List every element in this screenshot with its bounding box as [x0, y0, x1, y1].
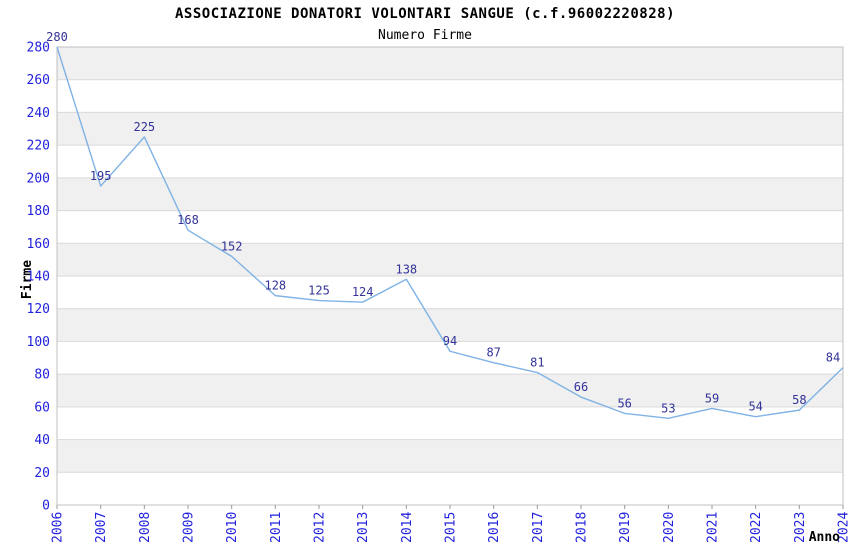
data-label: 138 [395, 262, 417, 276]
grid-band [57, 47, 843, 80]
x-axis-title: Anno [808, 530, 840, 545]
data-label: 195 [90, 169, 112, 183]
chart-title: ASSOCIAZIONE DONATORI VOLONTARI SANGUE (… [174, 6, 675, 22]
y-tick-label: 0 [42, 499, 50, 514]
y-tick-label: 60 [34, 400, 50, 415]
x-tick-label: 2013 [356, 512, 371, 543]
data-label: 124 [352, 285, 374, 299]
data-label: 56 [617, 396, 631, 410]
x-tick-label: 2011 [269, 512, 284, 543]
x-tick-label: 2008 [138, 512, 153, 543]
x-tick-label: 2021 [706, 512, 721, 543]
data-label: 94 [443, 334, 457, 348]
y-tick-label: 40 [34, 433, 50, 448]
y-tick-label: 20 [34, 466, 50, 481]
y-tick-label: 120 [27, 302, 50, 317]
x-tick-label: 2015 [444, 512, 459, 543]
data-label: 152 [221, 239, 243, 253]
data-label: 125 [308, 284, 330, 298]
x-tick-label: 2017 [531, 512, 546, 543]
data-label: 225 [133, 120, 155, 134]
data-label: 87 [486, 346, 500, 360]
y-tick-label: 160 [27, 237, 50, 252]
y-tick-label: 140 [27, 270, 50, 285]
y-tick-label: 240 [27, 106, 50, 121]
x-tick-label: 2007 [94, 512, 109, 543]
x-tick-label: 2010 [225, 512, 240, 543]
y-tick-label: 220 [27, 139, 50, 154]
series-line [56, 46, 844, 420]
x-tick-label: 2014 [400, 512, 415, 543]
y-tick-label: 180 [27, 204, 50, 219]
grid-band [57, 177, 843, 211]
data-label: 58 [792, 393, 806, 407]
x-tick-label: 2020 [662, 512, 677, 543]
x-tick-label: 2006 [51, 512, 66, 543]
data-label: 53 [661, 401, 675, 415]
x-tick-label: 2019 [618, 512, 633, 543]
y-tick-label: 80 [34, 368, 50, 383]
data-label: 84 [826, 351, 840, 365]
y-tick-label: 260 [27, 73, 50, 88]
chart-subtitle: Numero Firme [378, 28, 472, 43]
x-tick-label: 2009 [182, 512, 197, 543]
grid-band [57, 112, 843, 146]
y-tick-label: 100 [27, 335, 50, 350]
data-label: 54 [748, 400, 762, 414]
x-tick-label: 2016 [487, 512, 502, 543]
x-tick-label: 2023 [793, 512, 808, 543]
y-tick-label: 200 [27, 171, 50, 186]
data-label: 66 [574, 380, 588, 394]
grid-band [57, 439, 843, 473]
grid-band [57, 243, 843, 276]
x-tick-label: 2024 [837, 512, 850, 543]
x-tick-label: 2022 [749, 512, 764, 543]
y-tick-label: 280 [27, 41, 50, 56]
grid-band [57, 374, 843, 407]
x-tick-label: 2018 [575, 512, 590, 543]
data-label: 168 [177, 213, 199, 227]
data-label: 280 [46, 30, 68, 44]
data-label: 59 [705, 391, 719, 405]
grid-band [57, 308, 843, 342]
data-label: 128 [264, 279, 286, 293]
x-tick-label: 2012 [313, 512, 328, 543]
data-label: 81 [530, 356, 544, 370]
